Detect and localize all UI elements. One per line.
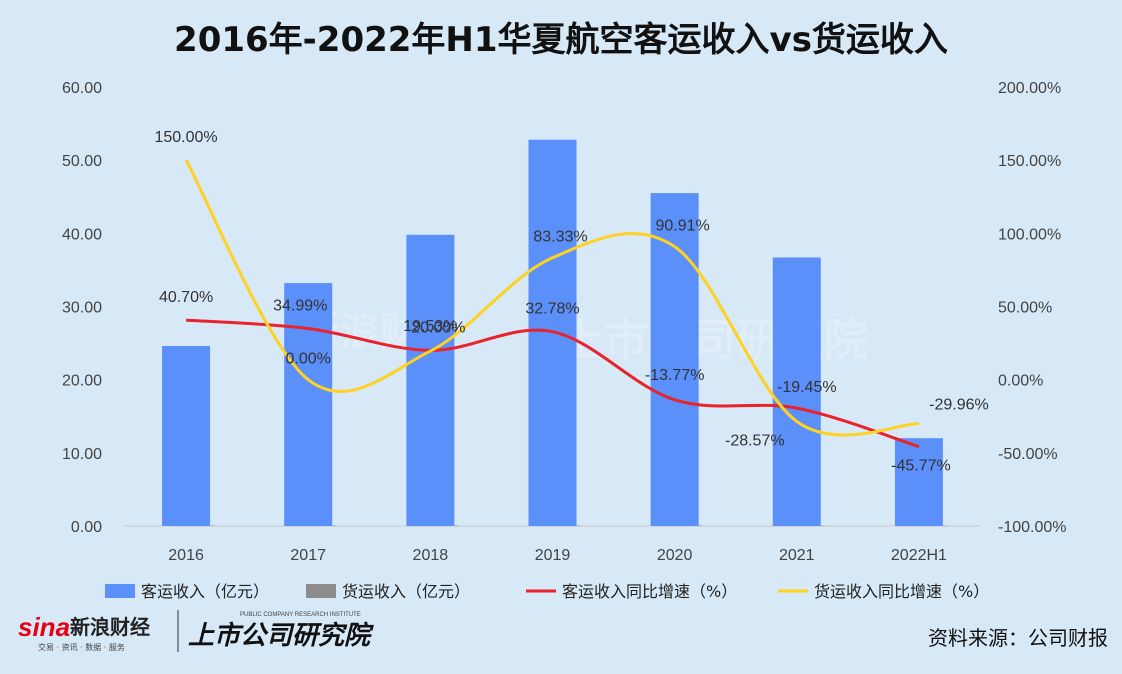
y-right-tick: -100.00% — [998, 519, 1067, 536]
chart-title: 2016年-2022年H1华夏航空客运收入vs货运收入 — [174, 20, 948, 60]
y-right-tick: 0.00% — [998, 373, 1043, 390]
bar-cargo-2020 — [698, 525, 703, 527]
x-tick-2021: 2021 — [779, 547, 815, 564]
data-source: 资料来源：公司财报 — [928, 626, 1108, 650]
y-right-tick: 150.00% — [998, 153, 1061, 170]
y-left-tick: 10.00 — [62, 446, 102, 463]
label-passenger-growth-2018: 20.00% — [411, 319, 465, 336]
label-cargo-growth-2022H1: -29.96% — [929, 397, 989, 414]
label-passenger-growth-2020: -13.77% — [645, 367, 705, 384]
line-passenger-growth — [185, 318, 920, 449]
logo-sina-sub: 交易 · 资讯 · 数据 · 服务 — [38, 642, 125, 652]
y-right-tick: -50.00% — [998, 446, 1058, 463]
bar-passenger-2016 — [162, 346, 211, 526]
bar-cargo-2018 — [454, 525, 459, 527]
bar-cargo-2022H1 — [942, 525, 947, 527]
bar-passenger-2017 — [284, 283, 333, 526]
label-cargo-growth-2021: -28.57% — [725, 432, 785, 449]
logo-institute: 上市公司研究院 — [188, 621, 374, 651]
x-tick-2018: 2018 — [413, 547, 449, 564]
line-cargo-growth — [184, 159, 919, 437]
y-right-tick: 200.00% — [998, 80, 1061, 97]
bar-passenger-2022H1 — [894, 438, 943, 526]
label-cargo-growth-2018: 19.53% — [403, 318, 457, 335]
bar-cargo-2019 — [576, 525, 581, 527]
label-passenger-growth-2016: 40.70% — [159, 289, 213, 306]
label-passenger-growth-2017: 34.99% — [273, 297, 327, 314]
x-tick-2016: 2016 — [168, 547, 204, 564]
bar-cargo-2021 — [820, 525, 825, 527]
x-tick-2017: 2017 — [290, 547, 326, 564]
y-left-tick: 50.00 — [62, 153, 102, 170]
bar-passenger-2018 — [406, 234, 455, 526]
label-cargo-growth-2019: 83.33% — [533, 229, 587, 246]
label-passenger-growth-2021: -19.45% — [777, 379, 837, 396]
legend-swatch-0 — [105, 584, 135, 598]
legend-swatch-1 — [306, 584, 336, 598]
sina-finance-logo: sina 新浪财经 交易 · 资讯 · 数据 · 服务 PUBLIC COMPA… — [18, 606, 398, 656]
legend-label-1: 货运收入（亿元） — [342, 582, 470, 601]
bar-passenger-2020 — [650, 193, 699, 526]
logo-sina-cn: 新浪财经 — [70, 615, 150, 639]
bar-cargo-2016 — [210, 525, 215, 527]
x-tick-2019: 2019 — [535, 547, 571, 564]
y-left-tick: 60.00 — [62, 80, 102, 97]
y-right-tick: 100.00% — [998, 226, 1061, 243]
y-left-tick: 40.00 — [62, 226, 102, 243]
legend-label-0: 客运收入（亿元） — [141, 582, 269, 601]
logo-institute-en: PUBLIC COMPANY RESEARCH INSTITUTE — [240, 612, 361, 618]
logo-sina-mark: sina — [18, 612, 70, 642]
label-cargo-growth-2017: 0.00% — [286, 351, 331, 368]
x-tick-2022H1: 2022H1 — [891, 547, 947, 564]
y-left-tick: 30.00 — [62, 300, 102, 317]
label-passenger-growth-2019: 32.78% — [525, 301, 579, 318]
bar-cargo-2017 — [332, 525, 337, 527]
x-tick-2020: 2020 — [657, 547, 693, 564]
legend-label-3: 货运收入同比增速（%） — [814, 582, 989, 601]
y-left-tick: 20.00 — [62, 373, 102, 390]
y-right-tick: 50.00% — [998, 300, 1052, 317]
label-cargo-growth-2020: 90.91% — [656, 218, 710, 235]
y-left-tick: 0.00 — [71, 519, 102, 536]
label-passenger-growth-2022H1: -45.77% — [891, 458, 951, 475]
label-cargo-growth-2016: 150.00% — [154, 129, 217, 146]
legend-label-2: 客运收入同比增速（%） — [562, 582, 737, 601]
bar-passenger-2021 — [772, 257, 821, 526]
